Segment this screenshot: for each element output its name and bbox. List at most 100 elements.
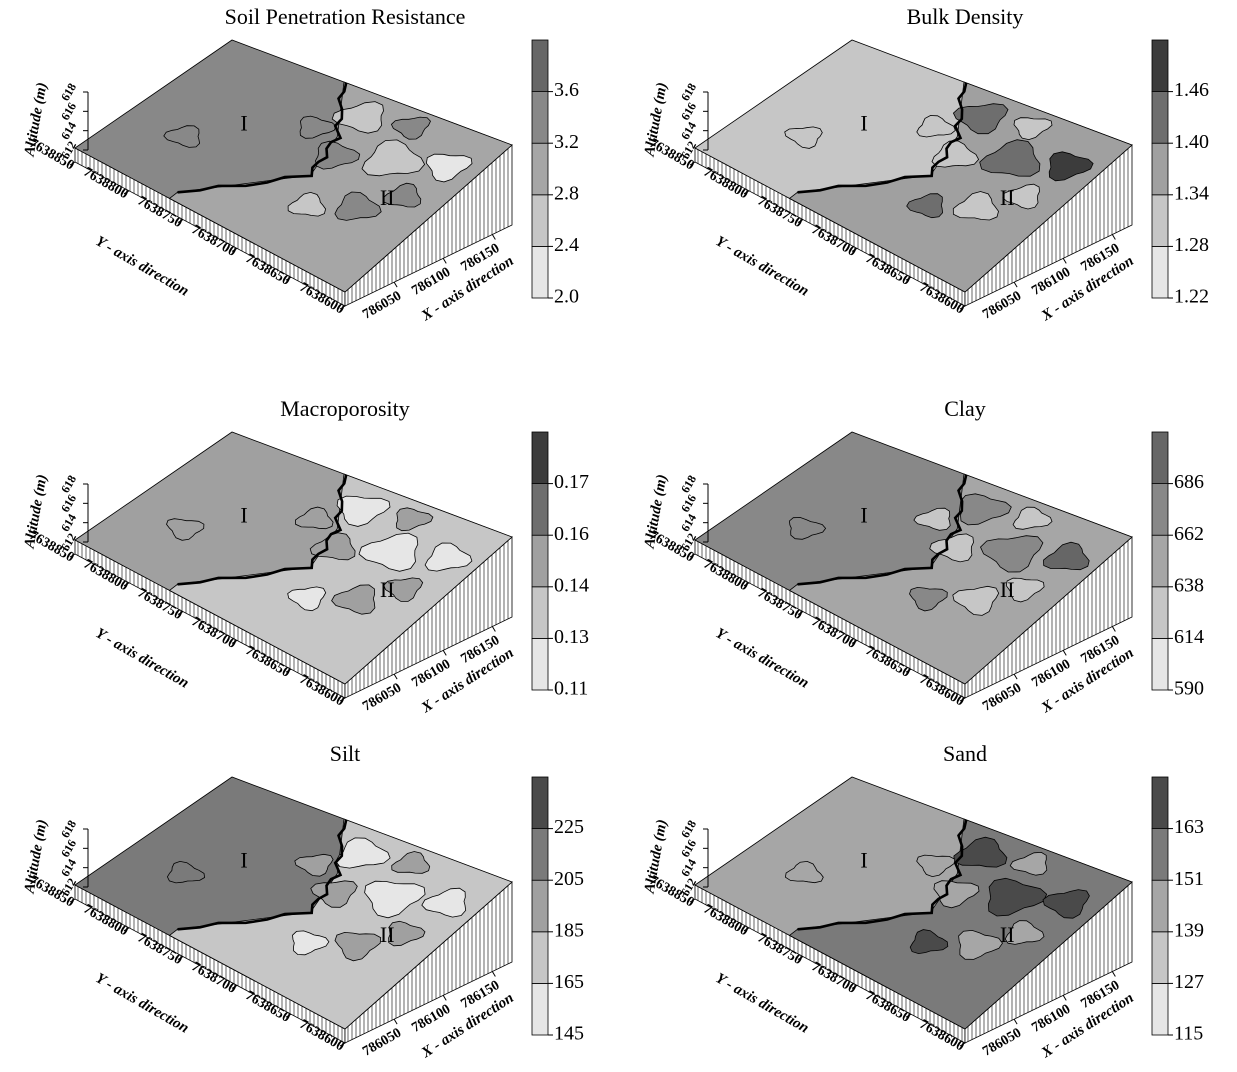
region-label: I xyxy=(860,110,867,135)
colorbar-label: 3.2 xyxy=(554,131,579,153)
x-tick xyxy=(443,995,446,1000)
colorbar-label: 163 xyxy=(1174,816,1204,838)
colorbar-label: 590 xyxy=(1174,678,1204,700)
panel: Soil Penetration ResistanceIII7638850763… xyxy=(22,4,579,325)
colorbar-band xyxy=(1152,484,1168,536)
colorbar-label: 165 xyxy=(554,971,584,993)
colorbar-label: 1.46 xyxy=(1174,79,1209,101)
colorbar-label: 205 xyxy=(554,868,584,890)
z-tick-label: 618 xyxy=(678,818,699,841)
colorbar-label: 0.17 xyxy=(554,471,589,493)
colorbar-band xyxy=(1152,195,1168,247)
colorbar-label: 1.40 xyxy=(1174,131,1209,153)
colorbar-label: 0.16 xyxy=(554,523,589,545)
region-label: I xyxy=(240,847,247,872)
x-tick xyxy=(1112,972,1115,977)
x-tick xyxy=(492,235,495,240)
colorbar-label: 662 xyxy=(1174,523,1204,545)
y-axis-label: Y - axis direction xyxy=(713,233,812,299)
region-label: I xyxy=(860,847,867,872)
colorbar-label: 139 xyxy=(1174,919,1204,941)
panel: SiltIII763885076388007638750763870076386… xyxy=(22,741,584,1062)
chart-title: Macroporosity xyxy=(280,396,410,421)
chart-title: Soil Penetration Resistance xyxy=(225,4,466,29)
colorbar-label: 145 xyxy=(554,1023,584,1045)
colorbar-label: 2.4 xyxy=(554,234,579,256)
panel: SandIII763885076388007638750763870076386… xyxy=(642,741,1204,1062)
z-tick-label: 618 xyxy=(678,81,699,104)
colorbar-label: 2.0 xyxy=(554,286,579,308)
x-tick xyxy=(1063,258,1066,263)
colorbar-label: 1.22 xyxy=(1174,286,1209,308)
figure: Soil Penetration ResistanceIII7638850763… xyxy=(0,0,1237,1072)
chart-title: Bulk Density xyxy=(907,4,1024,29)
colorbar-band xyxy=(532,829,548,881)
x-tick xyxy=(1014,1019,1017,1024)
x-tick xyxy=(394,1019,397,1024)
z-tick-label: 618 xyxy=(58,818,79,841)
colorbar-band xyxy=(1152,92,1168,144)
x-tick xyxy=(492,972,495,977)
y-axis-label: Y - axis direction xyxy=(93,233,192,299)
region-label: II xyxy=(1000,922,1015,947)
colorbar-label: 686 xyxy=(1174,471,1204,493)
region-label: II xyxy=(1000,577,1015,602)
colorbar-label: 185 xyxy=(554,919,584,941)
colorbar-band xyxy=(532,92,548,144)
colorbar-label: 0.13 xyxy=(554,626,589,648)
x-tick xyxy=(492,627,495,632)
colorbar-band xyxy=(532,638,548,690)
colorbar-band xyxy=(532,777,548,829)
colorbar-band xyxy=(1152,829,1168,881)
region-label: II xyxy=(380,577,395,602)
chart-title: Sand xyxy=(943,741,987,766)
colorbar-band xyxy=(1152,432,1168,484)
region-label: I xyxy=(860,502,867,527)
colorbar-label: 614 xyxy=(1174,626,1204,648)
z-tick-label: 618 xyxy=(58,473,79,496)
chart-title: Silt xyxy=(330,741,361,766)
colorbar-label: 115 xyxy=(1174,1023,1203,1045)
colorbar-band xyxy=(1152,638,1168,690)
region-label: I xyxy=(240,502,247,527)
colorbar-label: 225 xyxy=(554,816,584,838)
x-tick xyxy=(1112,627,1115,632)
panel: MacroporosityIII763885076388007638750763… xyxy=(22,396,589,717)
colorbar-band xyxy=(1152,932,1168,984)
colorbar-label: 638 xyxy=(1174,574,1204,596)
colorbar-band xyxy=(532,246,548,298)
colorbar-band xyxy=(532,195,548,247)
colorbar-band xyxy=(532,484,548,536)
chart-title: Clay xyxy=(944,396,986,421)
colorbar-label: 2.8 xyxy=(554,182,579,204)
panel: ClayIII763885076388007638750763870076386… xyxy=(642,396,1204,717)
region-label: II xyxy=(380,185,395,210)
colorbar-band xyxy=(532,432,548,484)
colorbar-band xyxy=(1152,40,1168,92)
colorbar-band xyxy=(532,880,548,932)
y-axis-label: Y - axis direction xyxy=(93,970,192,1036)
x-tick xyxy=(1063,995,1066,1000)
colorbar-band xyxy=(1152,246,1168,298)
y-axis-label: Y - axis direction xyxy=(713,970,812,1036)
region-label: II xyxy=(380,922,395,947)
colorbar-label: 1.28 xyxy=(1174,234,1209,256)
colorbar-band xyxy=(532,983,548,1035)
colorbar-label: 1.34 xyxy=(1174,182,1209,204)
x-tick xyxy=(1063,650,1066,655)
z-tick-label: 618 xyxy=(58,81,79,104)
colorbar-band xyxy=(532,587,548,639)
x-tick xyxy=(443,258,446,263)
colorbar-label: 0.11 xyxy=(554,678,588,700)
colorbar-label: 0.14 xyxy=(554,574,589,596)
colorbar-band xyxy=(532,932,548,984)
y-axis-label: Y - axis direction xyxy=(713,625,812,691)
colorbar-band xyxy=(1152,983,1168,1035)
colorbar-band xyxy=(1152,777,1168,829)
x-tick xyxy=(1014,282,1017,287)
colorbar-band xyxy=(532,143,548,195)
panel: Bulk DensityIII7638850763880076387507638… xyxy=(642,4,1209,325)
z-tick-label: 618 xyxy=(678,473,699,496)
x-tick xyxy=(394,282,397,287)
x-tick xyxy=(443,650,446,655)
